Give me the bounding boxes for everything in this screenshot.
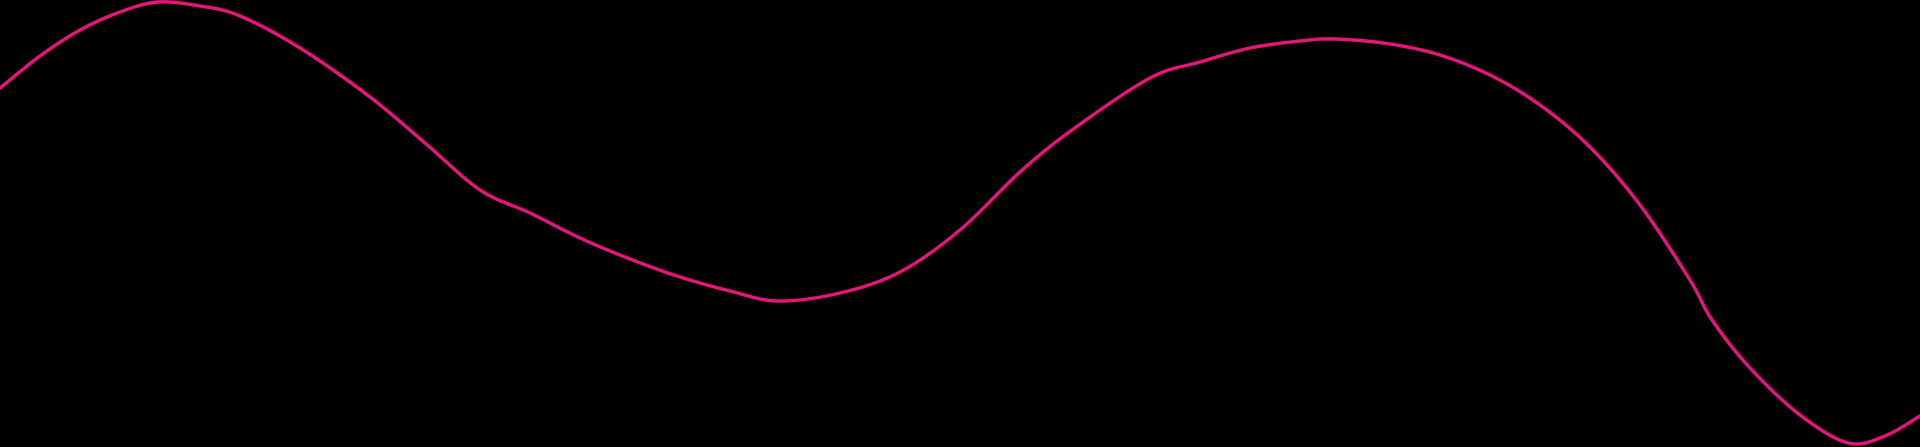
pink-curve <box>0 0 1920 446</box>
curve-chart <box>0 0 1920 446</box>
drawing-canvas <box>0 0 1920 447</box>
